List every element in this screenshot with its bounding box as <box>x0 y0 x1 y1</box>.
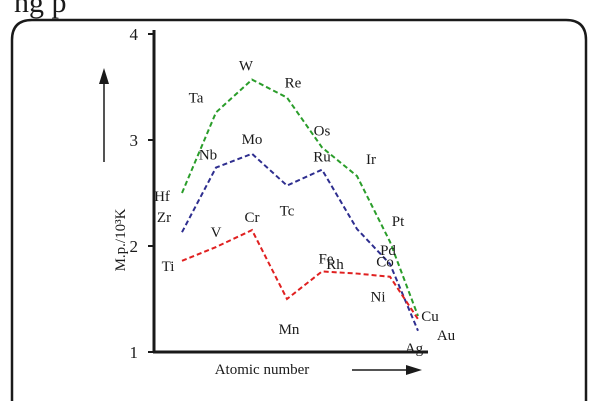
element-label-nb: Nb <box>199 148 217 164</box>
y-ticks: 1 2 3 4 <box>130 25 154 362</box>
series-layer: Hf Ta W Re Os Ir Pt Au Zr Nb Mo Tc Ru Rh Pd Ag Ti V Cr Mn Fe… <box>154 59 456 357</box>
element-label-ir: Ir <box>366 152 376 168</box>
element-label-ni: Ni <box>371 290 386 306</box>
element-label-mo: Mo <box>242 132 263 148</box>
element-label-au: Au <box>437 328 456 344</box>
element-label-ag: Ag <box>405 341 424 357</box>
element-label-ti: Ti <box>162 259 175 275</box>
series-1: Hf Ta W Re Os Ir Pt Au <box>154 59 456 344</box>
element-label-ta: Ta <box>189 90 204 106</box>
series-line <box>181 228 419 320</box>
element-label-zr: Zr <box>157 210 171 226</box>
series-line <box>181 78 419 317</box>
element-label-cu: Cu <box>421 309 439 325</box>
series-3: Ti V Cr Mn Fe Co Ni Cu <box>162 210 440 338</box>
y-axis-title: M.p./10³K <box>113 208 129 271</box>
element-label-ru: Ru <box>313 150 331 166</box>
element-label-pt: Pt <box>392 214 405 230</box>
y-tick-label: 1 <box>130 343 139 362</box>
element-label-os: Os <box>314 123 331 139</box>
element-label-mn: Mn <box>279 322 300 338</box>
element-label-tc: Tc <box>280 204 295 220</box>
x-direction-arrow <box>352 365 422 375</box>
y-tick-label: 2 <box>130 237 139 256</box>
y-direction-arrow <box>99 68 109 162</box>
element-label-w: W <box>239 59 254 75</box>
series-line <box>181 152 419 332</box>
element-label-pd: Pd <box>380 243 396 259</box>
element-label-co: Co <box>376 255 394 271</box>
y-tick-label: 4 <box>130 25 139 44</box>
page-header-fragment: ng p <box>14 0 67 19</box>
element-label-cr: Cr <box>245 210 260 226</box>
element-label-hf: Hf <box>154 189 170 205</box>
series-2: Zr Nb Mo Tc Ru Rh Pd Ag <box>157 132 424 357</box>
element-label-fe: Fe <box>319 251 334 267</box>
x-axis-title: Atomic number <box>215 362 310 378</box>
element-label-re: Re <box>285 76 302 92</box>
y-tick-label: 3 <box>130 131 139 150</box>
element-label-rh: Rh <box>326 257 344 273</box>
element-label-v: V <box>211 225 222 241</box>
figure-border <box>10 18 588 401</box>
